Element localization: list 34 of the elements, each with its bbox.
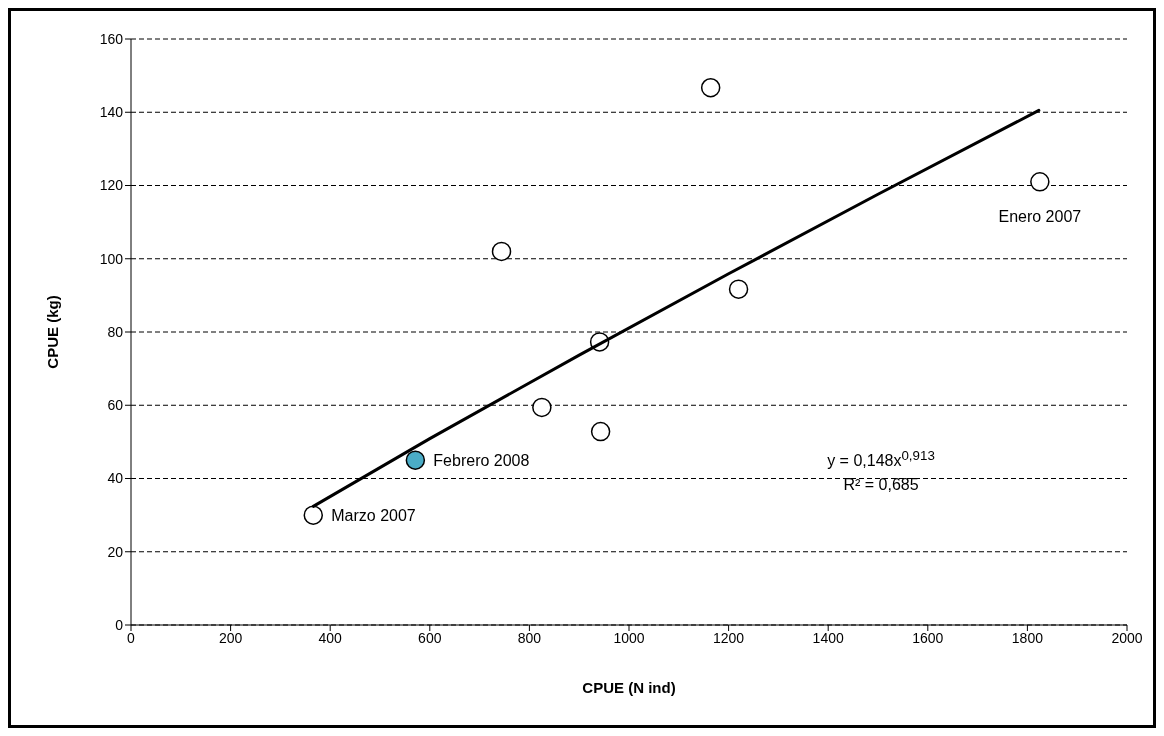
- x-tick-label: 1400: [812, 629, 844, 646]
- annotation: Febrero 2008: [433, 452, 530, 470]
- x-tick-label: 1200: [713, 629, 745, 646]
- x-tick-label: 600: [418, 629, 442, 646]
- y-tick-label: 20: [107, 543, 124, 560]
- x-tick-label: 1000: [613, 629, 645, 646]
- y-tick-label: 60: [107, 397, 124, 414]
- y-tick-label: 0: [115, 616, 124, 633]
- point: [590, 421, 611, 442]
- point: [491, 241, 512, 262]
- x-tick-label: 1600: [912, 629, 944, 646]
- annotation: Enero 2007: [998, 207, 1082, 225]
- point: [700, 77, 721, 98]
- x-tick-label: 0: [127, 629, 136, 646]
- annotation: y = 0,148x$^{0,913}$: [826, 447, 936, 472]
- y-tick-label: 160: [99, 30, 124, 47]
- point: [728, 279, 749, 299]
- y-axis-title: CPUE (kg): [44, 295, 62, 369]
- annotation: Marzo 2007: [331, 507, 416, 525]
- y-tick-label: 40: [107, 470, 124, 487]
- x-tick-label: 800: [517, 629, 542, 646]
- x-tick-label: 200: [218, 629, 243, 646]
- y-tick-label: 120: [99, 177, 124, 194]
- x-axis-title: CPUE (N ind): [582, 679, 676, 696]
- point: [1030, 172, 1050, 192]
- x-tick-label: 1800: [1011, 629, 1044, 646]
- point: [532, 397, 552, 418]
- x-tick-label: 400: [318, 629, 343, 646]
- y-tick-label: 140: [99, 104, 124, 121]
- x-tick-label: 2000: [1111, 629, 1143, 646]
- point: [405, 450, 426, 470]
- y-tick-label: 100: [99, 250, 124, 267]
- point: [303, 505, 324, 525]
- y-tick-label: 80: [107, 323, 124, 340]
